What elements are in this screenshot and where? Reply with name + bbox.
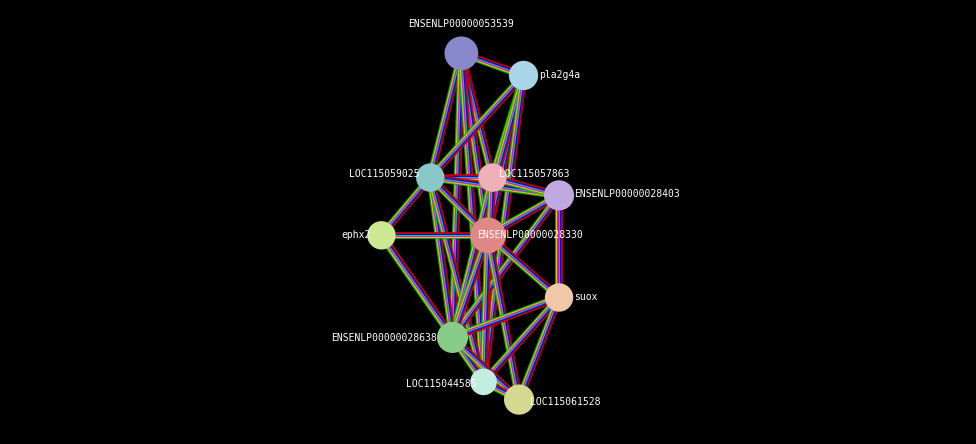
Circle shape (416, 163, 444, 192)
Text: LOC115059025: LOC115059025 (348, 169, 419, 179)
Circle shape (544, 180, 574, 210)
Text: pla2g4a: pla2g4a (539, 71, 580, 80)
Circle shape (504, 385, 534, 415)
Circle shape (444, 36, 478, 70)
Text: suox: suox (574, 293, 597, 302)
Text: LOC115044585: LOC115044585 (406, 379, 477, 388)
Text: ENSENLP00000028638: ENSENLP00000028638 (331, 333, 437, 343)
Text: LOC115057863: LOC115057863 (499, 169, 570, 179)
Circle shape (470, 218, 506, 253)
Circle shape (545, 283, 573, 312)
Circle shape (367, 221, 395, 250)
Text: LOC115061528: LOC115061528 (530, 397, 600, 407)
Circle shape (470, 369, 497, 395)
Circle shape (437, 322, 468, 353)
Text: ENSENLP00000028330: ENSENLP00000028330 (477, 230, 583, 240)
Text: ephx2: ephx2 (341, 230, 370, 240)
Circle shape (478, 163, 507, 192)
Text: ENSENLP00000053539: ENSENLP00000053539 (409, 19, 514, 29)
Text: ENSENLP00000028403: ENSENLP00000028403 (575, 190, 680, 199)
Circle shape (508, 61, 538, 90)
